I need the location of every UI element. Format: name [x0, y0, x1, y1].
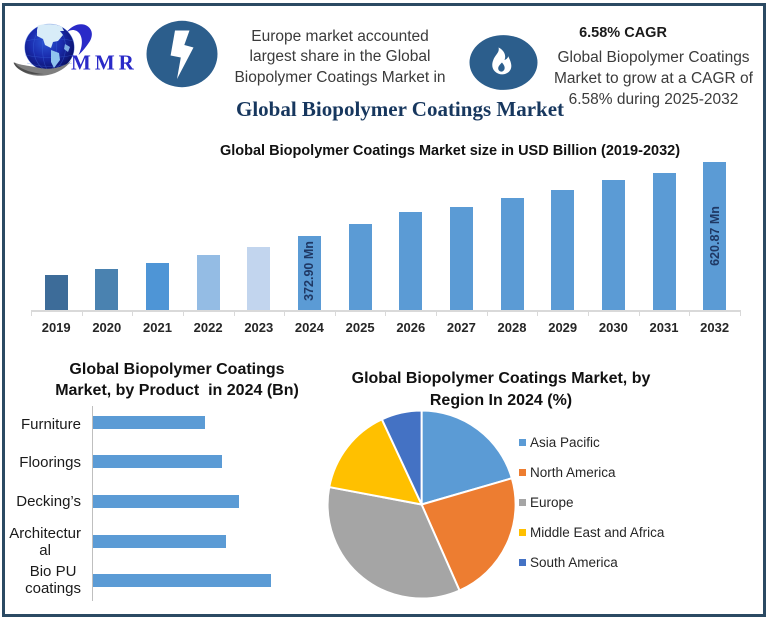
svg-text:MMR: MMR	[71, 51, 138, 75]
